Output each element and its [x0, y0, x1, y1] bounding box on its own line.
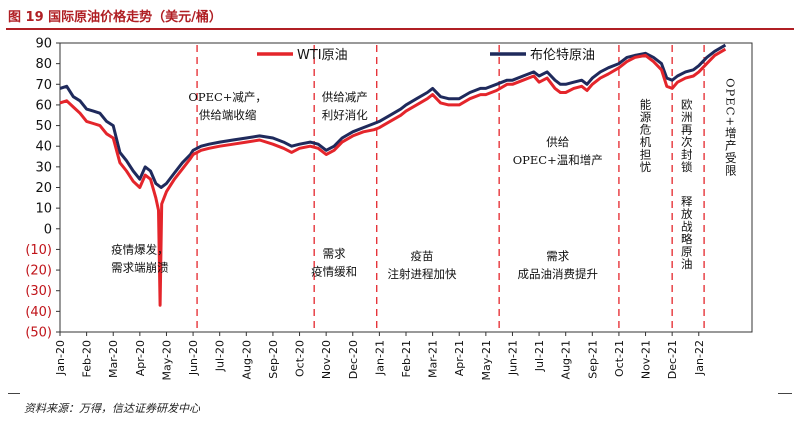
event-dividers — [196, 45, 705, 332]
figure-header: 图 19 国际原油价格走势（美元/桶） — [0, 0, 800, 28]
annotation-text-vertical: 欧洲再次封锁 — [680, 98, 694, 173]
y-tick-label: (20) — [25, 264, 52, 279]
title-underline — [6, 28, 794, 30]
series-lines — [59, 43, 727, 307]
x-tick-label: May-21 — [480, 340, 493, 381]
y-tick-label: (30) — [25, 284, 52, 299]
footer-rule-right — [778, 393, 792, 394]
x-tick-label: Nov-21 — [640, 340, 653, 379]
x-tick-label: Apr-20 — [134, 340, 147, 376]
y-tick-label: 30 — [35, 160, 52, 175]
x-tick-label: Jan-22 — [693, 340, 706, 376]
annotation-text: OPEC+温和增产 — [513, 153, 603, 167]
x-tick-label: Oct-20 — [294, 340, 307, 377]
y-tick-label: (40) — [25, 305, 52, 320]
x-tick-label: Mar-20 — [107, 340, 120, 378]
figure-title: 图 19 国际原油价格走势（美元/桶） — [8, 10, 222, 25]
annotation-text: 疫苗 — [410, 249, 433, 263]
plot-area — [59, 42, 753, 333]
y-tick-label: 50 — [35, 119, 52, 134]
annotation-text: 需求端崩溃 — [111, 261, 169, 275]
footer-rule-left — [8, 393, 20, 394]
x-tick-label: Dec-20 — [347, 340, 360, 379]
annotation-text: 利好消化 — [322, 108, 368, 122]
x-tick-label: Jun-20 — [187, 340, 200, 376]
x-tick-label: Sep-20 — [267, 340, 280, 379]
annotation-text-vertical: OPEC+增产受限 — [724, 78, 738, 177]
annotation-text: 需求 — [323, 247, 346, 261]
x-tick-label: Aug-20 — [240, 340, 253, 379]
annotation-text: 供给减产 — [322, 90, 368, 104]
annotation-text-vertical: 释放战略原油 — [680, 195, 694, 270]
y-tick-label: 80 — [35, 57, 52, 72]
annotation-text: OPEC+减产， — [188, 90, 267, 104]
plot-frame — [59, 42, 753, 333]
y-tick-label: 60 — [35, 98, 52, 113]
annotation-text-vertical: 能源危机担忧 — [639, 98, 653, 174]
annotation-text: 供给端收缩 — [199, 108, 257, 122]
x-tick-label: Jun-21 — [506, 340, 519, 376]
source-note: 资料来源：万得，信达证券研发中心 — [24, 402, 200, 415]
series-line — [59, 43, 727, 189]
y-tick-label: 90 — [35, 37, 52, 52]
legend-label: WTI原油 — [297, 48, 348, 63]
y-tick-label: (50) — [25, 326, 52, 341]
y-tick-label: (10) — [25, 243, 52, 258]
x-tick-label: Aug-21 — [560, 340, 573, 379]
y-axis: 90 80 70 60 50 40 30 20 10 0 (10) (20) (30) (40) (50) — [25, 37, 60, 341]
x-tick-label: Jan-20 — [54, 340, 67, 376]
x-tick-label: Dec-21 — [666, 340, 679, 379]
y-tick-label: 70 — [35, 78, 52, 93]
annotation-text: 需求 — [546, 249, 569, 263]
annotation-text: 成品油消费提升 — [517, 267, 598, 281]
x-tick-label: Jan-21 — [373, 340, 386, 376]
series-line — [59, 47, 727, 307]
x-tick-label: Apr-21 — [453, 340, 466, 376]
y-tick-label: 0 — [44, 222, 52, 237]
x-tick-label: Feb-21 — [400, 340, 413, 377]
x-tick-label: May-20 — [160, 340, 173, 381]
x-tick-label: Jul-21 — [533, 340, 546, 372]
x-tick-label: Oct-21 — [613, 340, 626, 377]
x-tick-label: Jul-20 — [214, 340, 227, 372]
y-tick-label: 10 — [35, 202, 52, 217]
x-tick-label: Nov-20 — [320, 340, 333, 379]
annotation-text: 疫情爆发， — [111, 243, 169, 257]
x-axis: Jan-20 Feb-20 Mar-20 Apr-20 May-20 Jun-20 Jul-… — [54, 332, 706, 381]
annotation-text: 供给 — [546, 135, 569, 149]
legend: WTI原油 布伦特原油 — [257, 48, 595, 63]
annotation-text: 疫情缓和 — [311, 265, 357, 279]
x-tick-label: Feb-20 — [81, 340, 94, 377]
annotation-text: 注射进程加快 — [387, 267, 456, 281]
y-tick-label: 20 — [35, 181, 52, 196]
legend-label: 布伦特原油 — [530, 48, 595, 63]
oil-price-chart: 9080706050403020100(10)(20)(30)(40)(50) … — [25, 37, 753, 381]
y-tick-label: 40 — [35, 140, 52, 155]
x-tick-label: Mar-21 — [427, 340, 440, 378]
x-tick-label: Sep-21 — [586, 340, 599, 379]
